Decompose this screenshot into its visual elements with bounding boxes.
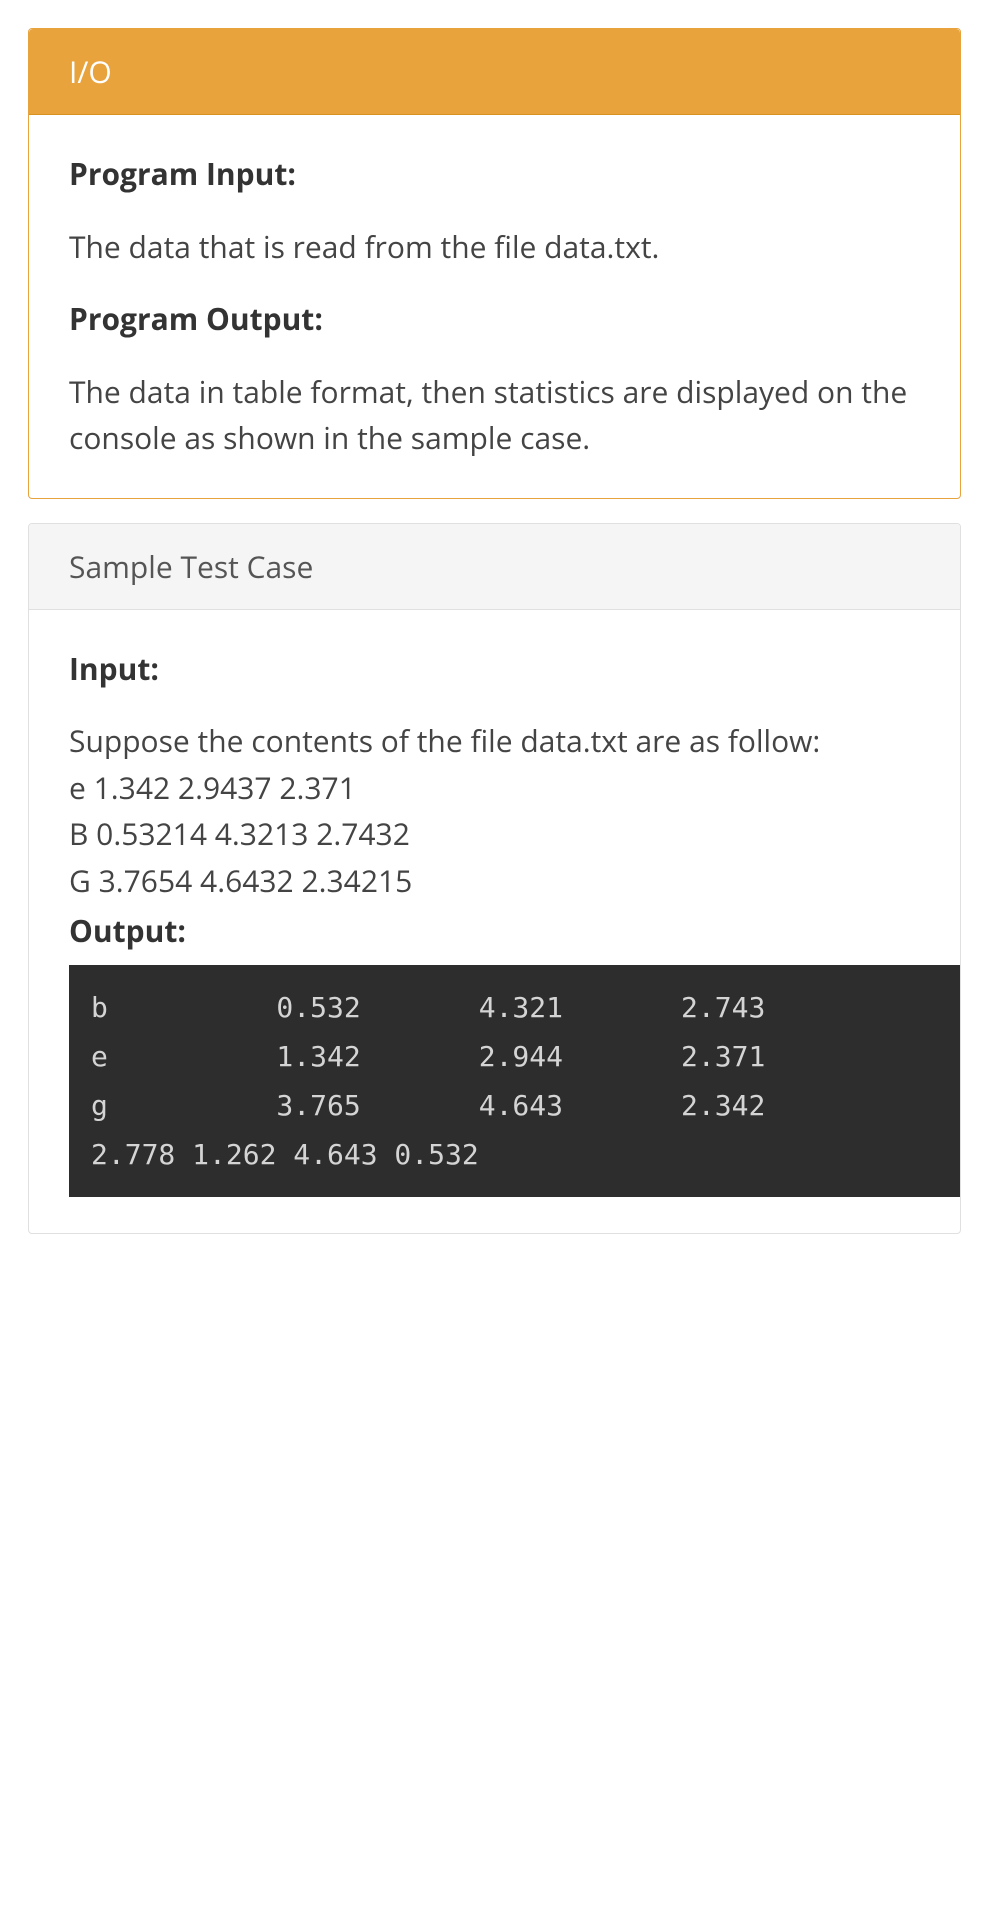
file-line: e 1.342 2.9437 2.371: [69, 765, 920, 812]
io-panel: I/O Program Input: The data that is read…: [28, 28, 961, 499]
console-output: b 0.532 4.321 2.743e 1.342 2.944 2.371g …: [69, 965, 960, 1197]
sample-panel-header: Sample Test Case: [29, 524, 960, 610]
program-input-heading: Program Input:: [69, 151, 920, 198]
file-line: B 0.53214 4.3213 2.7432: [69, 811, 920, 858]
console-row: b 0.532 4.321 2.743: [91, 983, 938, 1032]
program-input-text: The data that is read from the file data…: [69, 224, 920, 271]
io-panel-header: I/O: [29, 29, 960, 115]
io-panel-body: Program Input: The data that is read fro…: [29, 115, 960, 498]
sample-output-heading: Output:: [69, 908, 920, 955]
program-output-heading: Program Output:: [69, 296, 920, 343]
console-row: e 1.342 2.944 2.371: [91, 1032, 938, 1081]
console-stats-line: 2.778 1.262 4.643 0.532: [91, 1130, 938, 1179]
program-output-text: The data in table format, then statistic…: [69, 369, 920, 462]
sample-input-file-lines: e 1.342 2.9437 2.371 B 0.53214 4.3213 2.…: [69, 765, 920, 905]
console-row: g 3.765 4.643 2.342: [91, 1081, 938, 1130]
file-line: G 3.7654 4.6432 2.34215: [69, 858, 920, 905]
sample-panel-body: Input: Suppose the contents of the file …: [29, 610, 960, 1233]
sample-input-intro: Suppose the contents of the file data.tx…: [69, 718, 920, 765]
sample-panel: Sample Test Case Input: Suppose the cont…: [28, 523, 961, 1234]
sample-input-heading: Input:: [69, 646, 920, 693]
